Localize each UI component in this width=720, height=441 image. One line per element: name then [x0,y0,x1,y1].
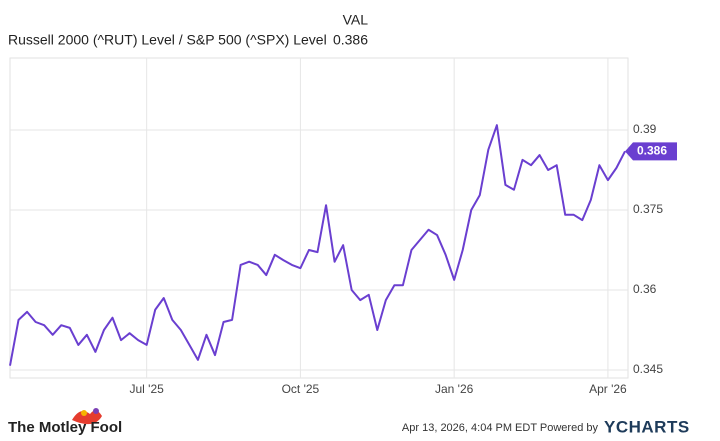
value-header: VAL [343,12,369,28]
x-tick-label: Jul '25 [130,382,165,396]
timestamp: Apr 13, 2026, 4:04 PM EDT Powered by [402,422,599,434]
logo-text: The Motley Fool [8,419,122,436]
x-tick-label: Jan '26 [435,382,474,396]
y-tick-label: 0.375 [633,202,663,216]
last-value: 0.386 [333,32,368,48]
motley-fool-logo: The Motley Fool [8,408,122,436]
x-tick-label: Oct '25 [282,382,320,396]
y-tick-label: 0.39 [633,122,657,136]
value-badge [625,142,677,161]
brand: YCHARTS [604,417,690,436]
value-badge-label: 0.386 [637,144,667,158]
y-tick-label: 0.36 [633,282,657,296]
series-line [9,124,626,366]
plot-frame [9,57,629,379]
y-tick-label: 0.345 [633,362,663,376]
x-tick-label: Apr '26 [589,382,627,396]
series-name: Russell 2000 (^RUT) Level / S&P 500 (^SP… [8,32,327,48]
